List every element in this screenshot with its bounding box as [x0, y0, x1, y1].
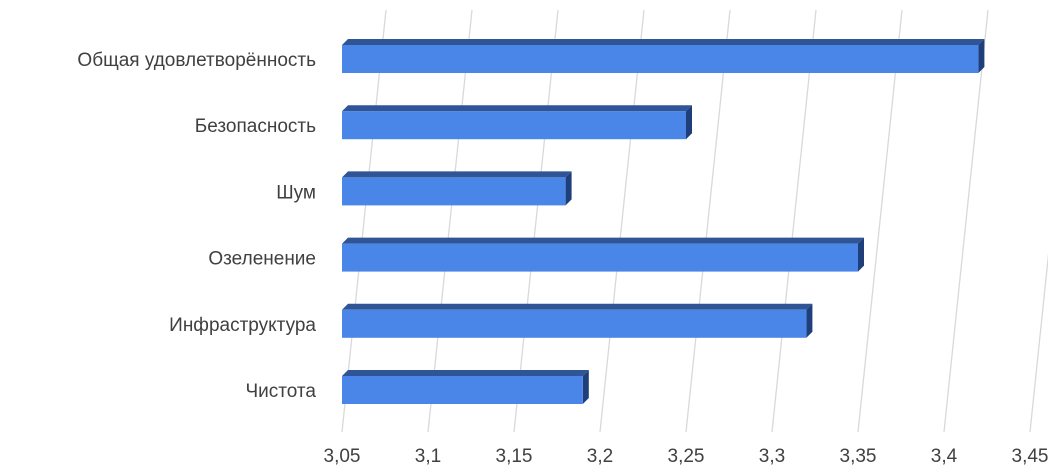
- bars: [342, 39, 985, 404]
- category-label: Шум: [276, 182, 316, 203]
- x-tick-label: 3,1: [415, 446, 441, 467]
- x-tick-label: 3,45: [1012, 446, 1048, 467]
- gridline: [427, 9, 473, 433]
- category-label: Инфраструктура: [169, 315, 316, 336]
- bar: [342, 39, 985, 73]
- category-label: Общая удовлетворённость: [77, 50, 316, 71]
- gridline: [341, 9, 387, 433]
- bar: [342, 105, 692, 140]
- category-label: Озеленение: [208, 249, 316, 270]
- category-label: Безопасность: [195, 116, 316, 137]
- x-tick-label: 3,35: [840, 446, 877, 467]
- gridline: [943, 9, 989, 433]
- gridline: [685, 9, 731, 433]
- gridline: [857, 9, 903, 433]
- gridline: [599, 9, 645, 433]
- bar: [342, 237, 864, 272]
- gridline: [1029, 253, 1048, 433]
- bar: [342, 171, 572, 206]
- x-tick-label: 3,05: [324, 446, 361, 467]
- bar: [342, 370, 589, 404]
- bar: [342, 303, 813, 338]
- x-tick-label: 3,15: [496, 446, 533, 467]
- x-tick-label: 3,3: [759, 446, 785, 467]
- category-label: Чистота: [246, 381, 317, 402]
- gridline: [771, 9, 817, 433]
- x-tick-label: 3,25: [668, 446, 705, 467]
- gridline: [513, 9, 559, 433]
- x-tick-label: 3,2: [587, 446, 613, 467]
- x-tick-label: 3,4: [931, 446, 958, 467]
- gridlines: [341, 9, 1048, 433]
- category-labels: Общая удовлетворённость Безопасность Шум Оз…: [77, 50, 316, 402]
- x-tick-labels: 3,05 3,1 3,15 3,2 3,25 3,3 3,35 3,4 3,45: [324, 446, 1048, 467]
